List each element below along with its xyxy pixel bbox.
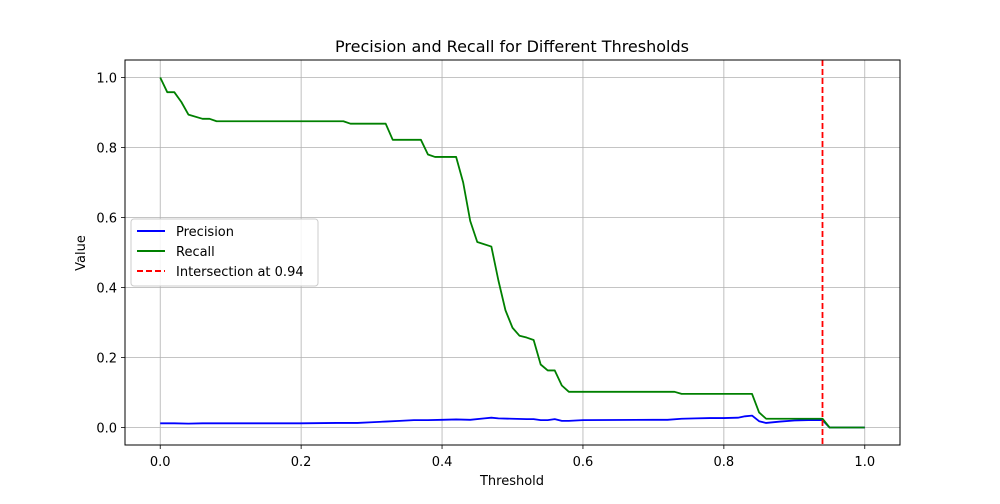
- series-line-precision: [160, 414, 865, 429]
- x-tick-label: 0.2: [291, 455, 312, 470]
- series-layer: [159, 77, 865, 429]
- y-tick-label: 1.0: [96, 72, 117, 87]
- y-tick-label: 0.4: [96, 282, 117, 297]
- x-tick-label: 0.4: [432, 455, 453, 470]
- x-tick-label: 1.0: [854, 455, 875, 470]
- chart-title: Precision and Recall for Different Thres…: [335, 37, 689, 56]
- y-tick-label: 0.6: [96, 212, 117, 227]
- x-tick-label: 0.8: [714, 455, 735, 470]
- legend-intersection-label: Intersection at 0.94: [176, 265, 304, 280]
- y-axis-label: Value: [74, 235, 89, 271]
- legend-box: [130, 218, 319, 287]
- axes-frame: [124, 59, 901, 446]
- y-tick-label: 0.2: [96, 352, 117, 367]
- x-axis-label: Threshold: [479, 474, 544, 489]
- legend: Precision Recall Intersection at 0.94: [130, 218, 319, 287]
- grid: [125, 60, 900, 445]
- legend-precision-label: Precision: [176, 225, 234, 240]
- legend-recall-label: Recall: [176, 245, 215, 260]
- x-tick-label: 0.0: [150, 455, 171, 470]
- y-tick-label: 0.8: [96, 142, 117, 157]
- x-tick-label: 0.6: [573, 455, 594, 470]
- ticks: 0.0 0.2 0.4 0.6 0.8 1.0 0.0 0.2 0.4 0.6 0.8 1.0: [96, 72, 875, 471]
- series-line-recall: [159, 77, 865, 429]
- y-tick-label: 0.0: [96, 422, 117, 437]
